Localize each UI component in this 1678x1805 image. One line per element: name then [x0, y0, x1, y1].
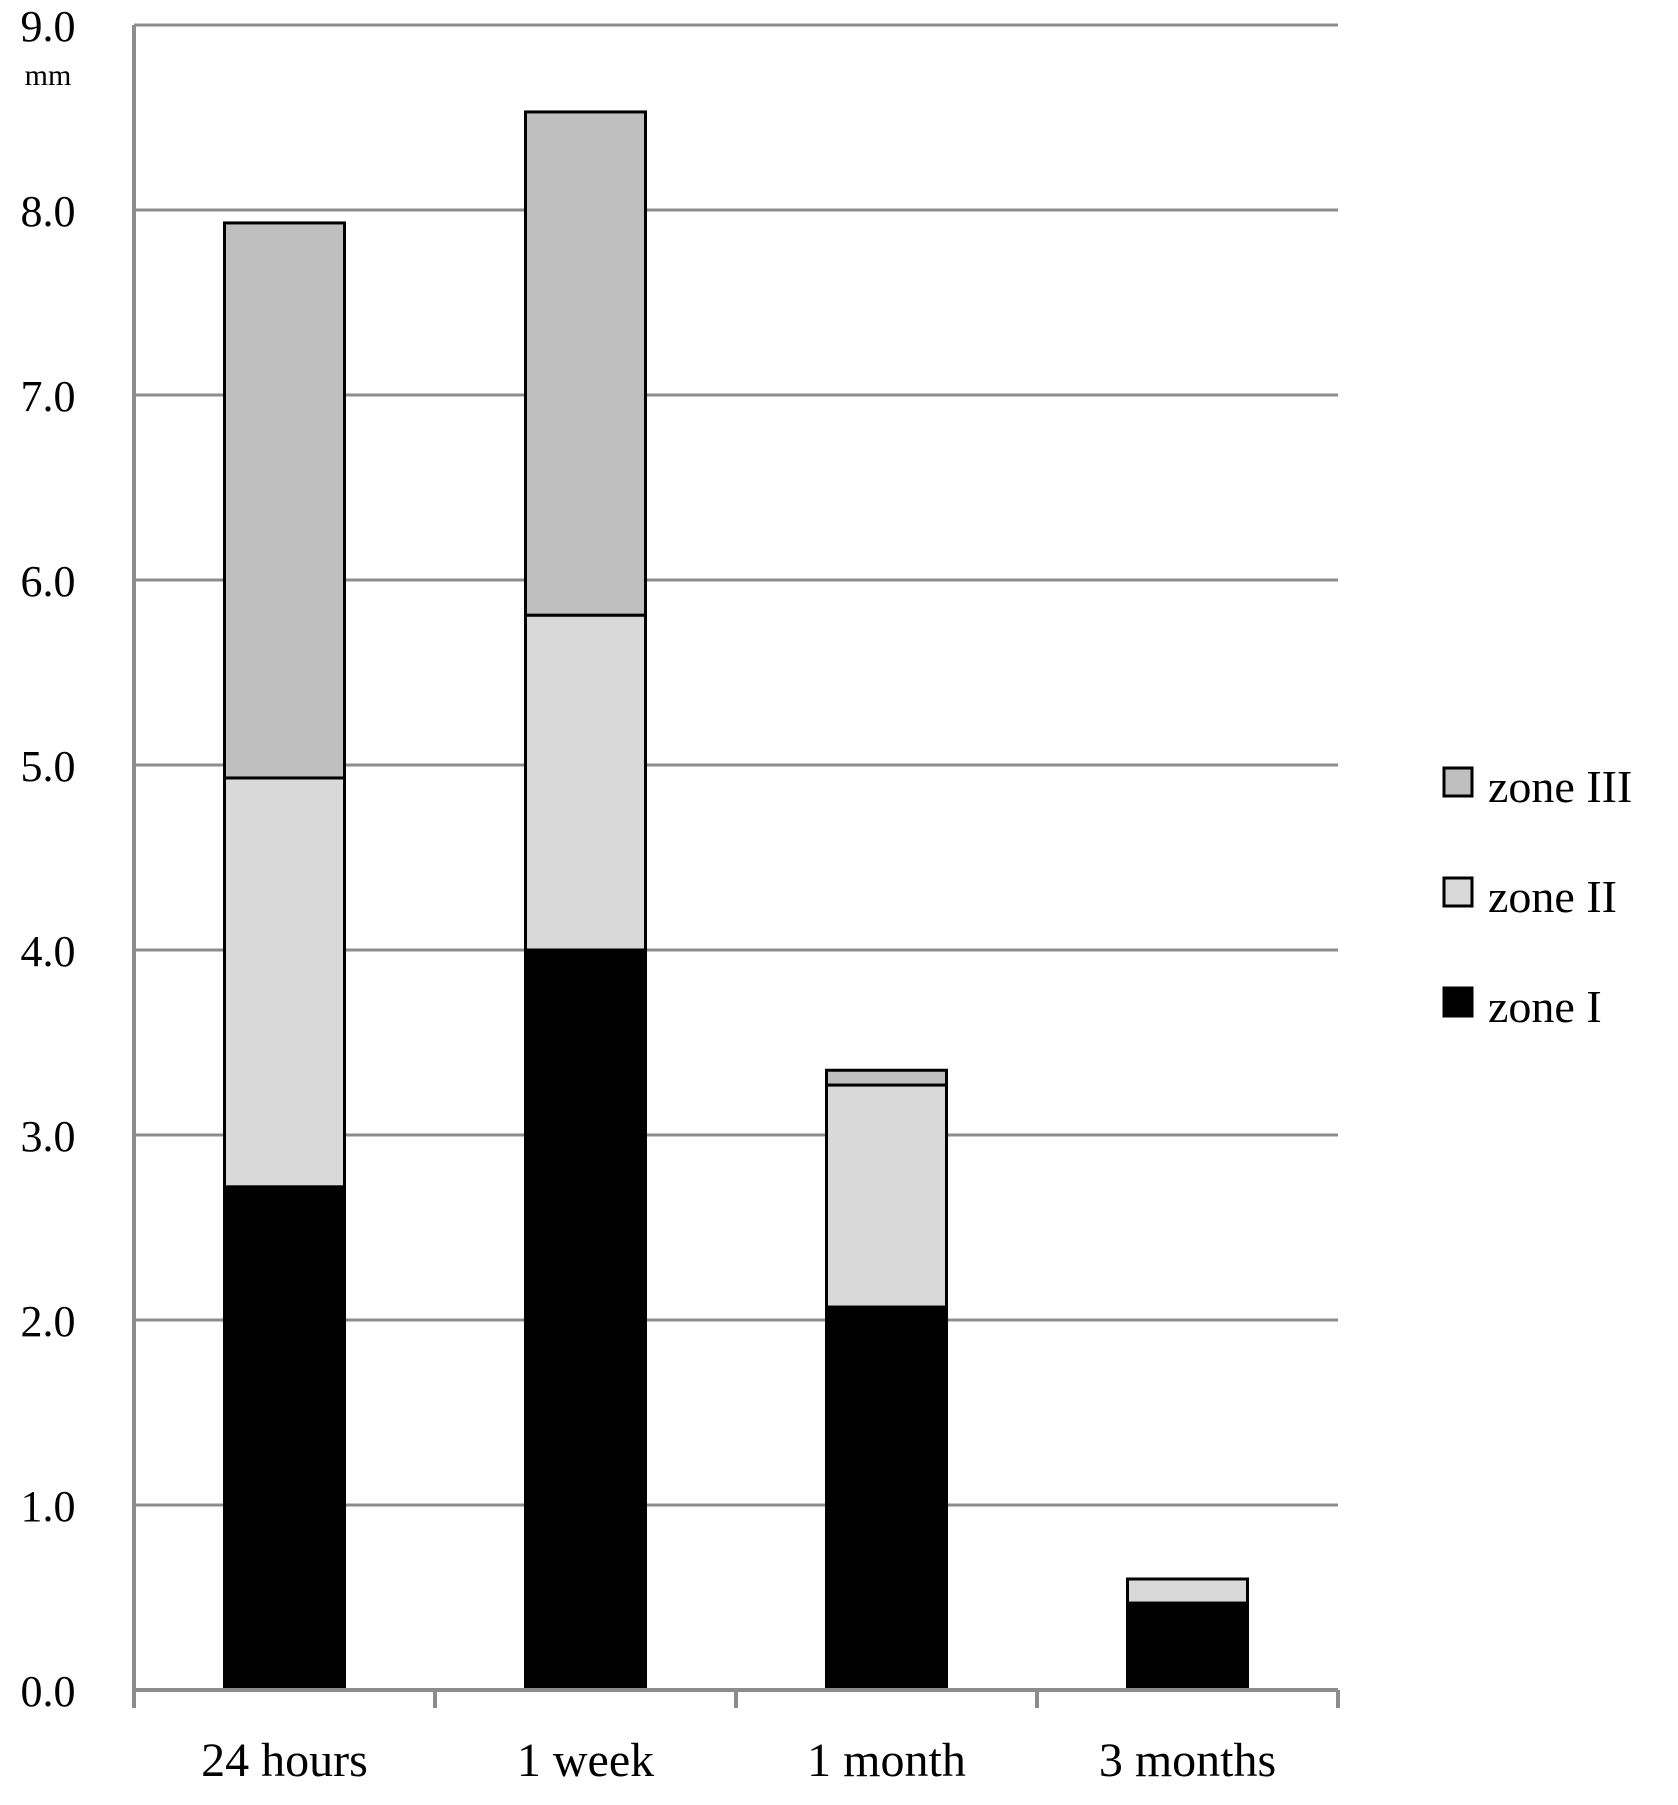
- bar-segment-zone-iii: [223, 221, 346, 780]
- x-tick-label: 24 hours: [201, 1734, 368, 1787]
- legend-item-zone-i: zone I: [1442, 981, 1602, 1032]
- bar-segment-zone-iii: [825, 1068, 948, 1087]
- bar-segment-zone-i: [1126, 1601, 1249, 1692]
- legend-item-zone-ii: zone II: [1442, 871, 1617, 922]
- legend-item-zone-iii: zone III: [1442, 761, 1632, 812]
- bar-segment-zone-iii: [524, 110, 647, 617]
- y-axis-tick-labels: 0.0 1.0 2.0 3.0 4.0 5.0 6.0 7.0 8.0 9.0: [21, 2, 76, 1716]
- bar-segment-zone-ii: [1126, 1577, 1249, 1605]
- legend: zone III zone II zone I: [1442, 761, 1632, 1032]
- y-tick-label: 1.0: [21, 1482, 76, 1531]
- y-tick-label: 2.0: [21, 1297, 76, 1346]
- legend-label: zone III: [1488, 761, 1632, 812]
- bar-segment-zone-ii: [825, 1083, 948, 1309]
- y-tick-label: 8.0: [21, 187, 76, 236]
- y-tick-label: 9.0: [21, 2, 76, 51]
- legend-swatch: [1442, 986, 1474, 1018]
- bar-segment-zone-ii: [524, 613, 647, 952]
- y-axis-unit-label: mm: [25, 59, 72, 92]
- bar-segment-zone-i: [223, 1185, 346, 1692]
- legend-swatch: [1442, 766, 1474, 798]
- x-tick-label: 1 month: [807, 1734, 966, 1787]
- x-tick-label: 3 months: [1099, 1734, 1276, 1787]
- legend-label: zone II: [1488, 871, 1617, 922]
- legend-label: zone I: [1488, 981, 1602, 1032]
- x-tick-label: 1 week: [517, 1734, 654, 1787]
- bar-segment-zone-ii: [223, 776, 346, 1189]
- x-axis-tick-labels: 24 hours 1 week 1 month 3 months: [201, 1734, 1276, 1787]
- y-tick-label: 5.0: [21, 742, 76, 791]
- legend-swatch: [1442, 876, 1474, 908]
- y-tick-label: 7.0: [21, 372, 76, 421]
- bars: [223, 110, 1249, 1692]
- bar-segment-zone-i: [825, 1305, 948, 1692]
- y-tick-label: 0.0: [21, 1667, 76, 1716]
- y-tick-label: 4.0: [21, 927, 76, 976]
- x-axis: [132, 25, 1340, 1708]
- y-tick-label: 3.0: [21, 1112, 76, 1161]
- y-tick-label: 6.0: [21, 557, 76, 606]
- bar-segment-zone-i: [524, 948, 647, 1692]
